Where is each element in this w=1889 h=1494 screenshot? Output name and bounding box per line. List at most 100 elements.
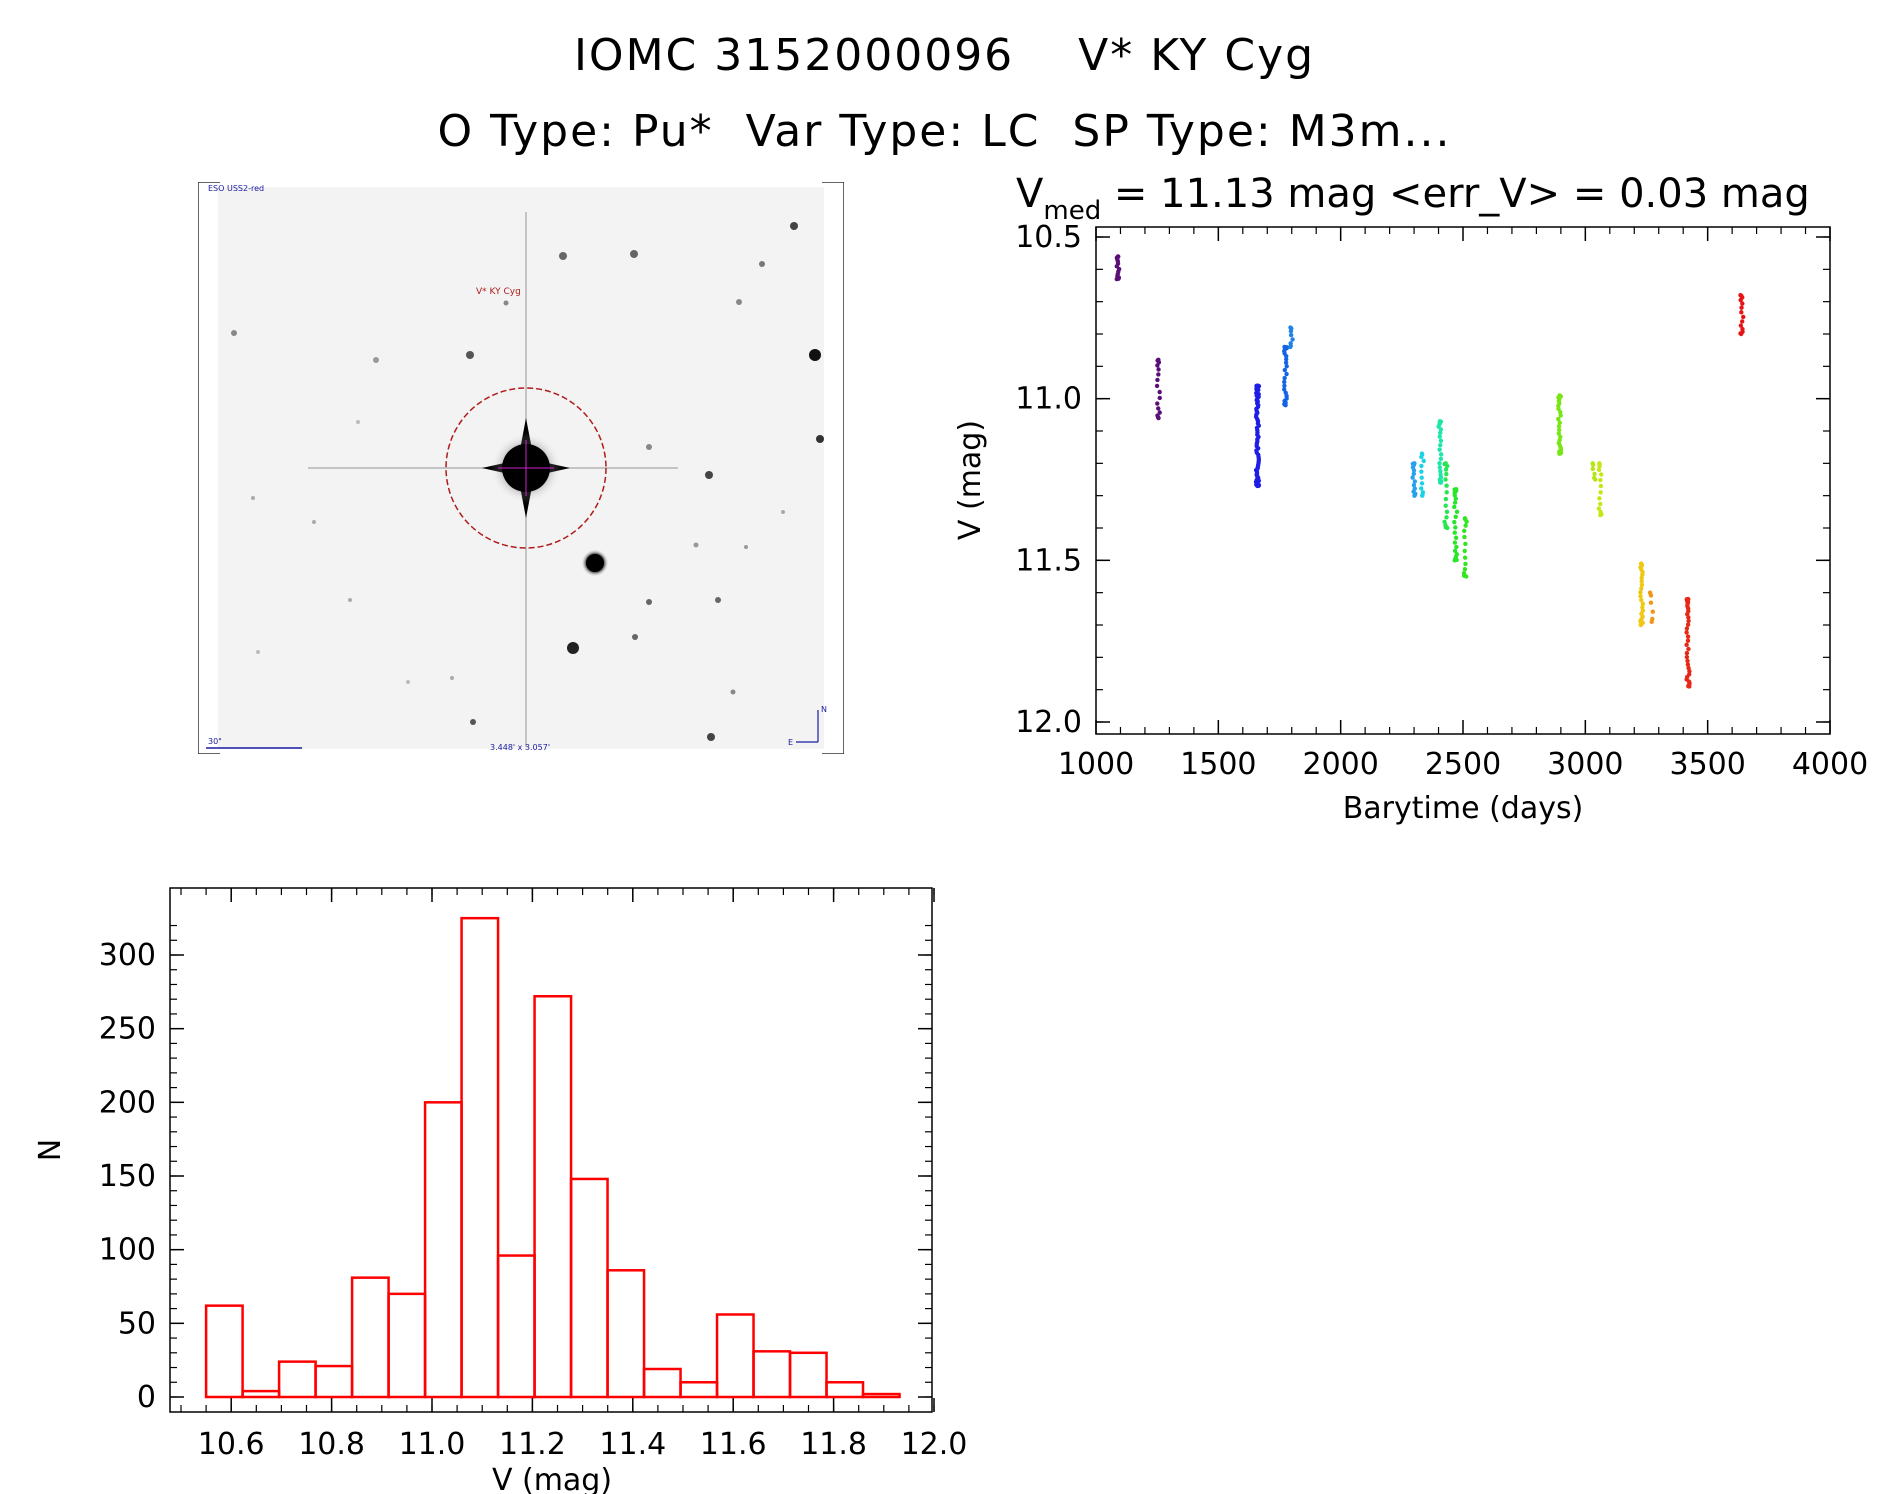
lc-point (1452, 500, 1458, 505)
lc-xtick-label: 2500 (1425, 747, 1501, 782)
chart-title: IOMC 3152000096 V* KY Cyg (573, 30, 1316, 81)
hist-bar (423, 1101, 463, 1399)
hist-xtick-label: 10.6 (198, 1427, 265, 1462)
lc-xtick-label: 4000 (1792, 747, 1868, 782)
lc-point (1444, 471, 1449, 477)
target-circle (445, 387, 607, 549)
lc-point (1154, 383, 1160, 389)
hist-bar (496, 1254, 536, 1399)
lc-point (1557, 420, 1562, 425)
lc-point (1288, 332, 1294, 338)
lc-point (1452, 558, 1457, 563)
lc-point (1156, 406, 1161, 411)
lc-point (1444, 483, 1449, 488)
lc-point (1685, 634, 1691, 639)
hist-bar (788, 1351, 828, 1399)
lc-point (1463, 574, 1469, 579)
lc-point (1444, 515, 1449, 520)
lc-point (1437, 465, 1442, 470)
lc-point (1288, 328, 1294, 334)
lc-point (1462, 528, 1467, 534)
lc-xtick-label: 2000 (1302, 747, 1378, 782)
lc-point (1284, 364, 1289, 369)
lc-point (1556, 431, 1562, 436)
lc-point (1419, 481, 1425, 486)
lc-ylabel: V (mag) (953, 420, 988, 540)
lc-point (1442, 519, 1447, 525)
lc-point (1556, 416, 1561, 422)
hist-xtick-label: 11.8 (800, 1427, 867, 1462)
lc-point (1282, 379, 1287, 385)
lc-point (1453, 535, 1459, 540)
hist-bar (715, 1313, 755, 1399)
lc-point (1453, 525, 1458, 530)
lc-point (1640, 601, 1646, 606)
lc-point (1687, 684, 1692, 689)
hist-bar (606, 1269, 646, 1399)
lc-point (1445, 463, 1450, 469)
lc-point (1740, 319, 1745, 324)
lc-point (1454, 509, 1460, 514)
lc-point (1590, 462, 1596, 468)
lc-point (1438, 438, 1444, 443)
lc-point (1288, 344, 1293, 350)
lc-point (1738, 323, 1744, 328)
lc-point (1438, 430, 1443, 436)
lc-point (1452, 519, 1457, 525)
lc-point (1650, 609, 1655, 614)
lc-point (1445, 525, 1450, 531)
lc-xtick-label: 3000 (1547, 747, 1623, 782)
lc-point (1597, 496, 1602, 501)
lc-point (1638, 594, 1643, 599)
lc-point (1598, 483, 1604, 489)
lc-point (1452, 548, 1458, 554)
lc-point (1290, 337, 1295, 342)
lc-point (1114, 276, 1119, 282)
lc-point (1419, 469, 1424, 474)
lc-point (1598, 477, 1603, 483)
lc-point (1598, 512, 1603, 518)
lc-point (1738, 331, 1744, 337)
lc-point (1452, 540, 1458, 545)
lc-point (1738, 297, 1743, 303)
lc-point (1556, 406, 1561, 412)
hist-ytick-label: 100 (99, 1233, 156, 1268)
lc-point (1638, 622, 1644, 628)
lc-point (1639, 582, 1645, 587)
hist-bar (569, 1177, 609, 1399)
lc-point (1462, 566, 1468, 572)
hist-xtick-label: 12.0 (901, 1427, 968, 1462)
hist-bar (861, 1392, 901, 1399)
lc-point (1438, 480, 1443, 485)
hist-xtick-label: 11.4 (599, 1427, 666, 1462)
lc-plot-frame (1095, 226, 1831, 735)
compass: N E (788, 705, 827, 747)
lc-point (1157, 410, 1162, 415)
lc-point (1283, 402, 1288, 408)
lc-point (1284, 353, 1289, 359)
lc-point (1437, 434, 1442, 439)
lc-point (1686, 618, 1691, 624)
lc-point (1419, 454, 1424, 460)
lc-point (1685, 662, 1691, 667)
lc-point (1639, 579, 1644, 584)
hist-xlabel: V (mag) (492, 1463, 612, 1494)
lc-point (1464, 519, 1469, 524)
lc-point (1453, 496, 1458, 501)
hist-bar (204, 1304, 244, 1399)
hist-xtick-label: 11.2 (499, 1427, 566, 1462)
lc-point (1598, 490, 1603, 495)
sky-image: ESO USS2-red V* KY Cyg 30" 3.448' x 3.05… (198, 182, 844, 754)
scale-label: 30" (208, 737, 222, 746)
lc-point (1640, 605, 1645, 610)
hist-bar (277, 1360, 317, 1399)
lc-point (1438, 442, 1443, 448)
lc-point (1463, 523, 1468, 528)
hist-plot-frame (169, 887, 933, 1413)
lc-point (1740, 301, 1745, 306)
lc-point (1255, 483, 1260, 489)
lc-point (1411, 483, 1417, 488)
hist-ylabel: N (33, 1139, 68, 1161)
lc-point (1558, 409, 1563, 415)
lc-point (1596, 467, 1602, 473)
